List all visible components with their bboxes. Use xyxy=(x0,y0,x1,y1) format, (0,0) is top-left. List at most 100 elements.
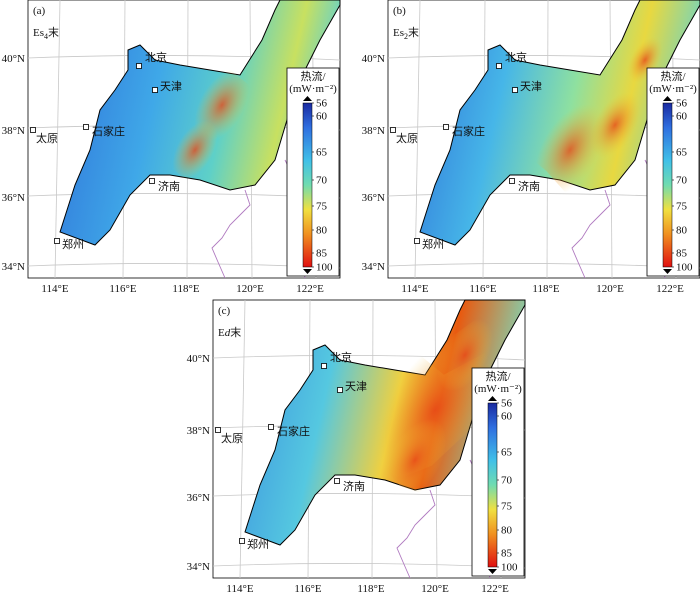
lat-label: 34°N xyxy=(187,561,210,573)
lon-label: 122°E xyxy=(656,283,684,295)
lon-label: 116°E xyxy=(469,283,496,295)
stage-label: Es4末 xyxy=(33,25,59,41)
legend-title: 热流/ xyxy=(300,69,326,83)
colorbar-tick-label: 85 xyxy=(316,248,328,260)
colorbar-tick-label: 100 xyxy=(316,262,333,274)
city-label: 石家庄 xyxy=(277,424,310,438)
stage-label: Ed末 xyxy=(218,325,241,339)
colorbar-arrow xyxy=(488,396,497,401)
lat-label: 38°N xyxy=(362,125,385,137)
city-label: 天津 xyxy=(160,80,182,93)
city-label: 济南 xyxy=(343,479,365,493)
lat-label: 38°N xyxy=(2,125,25,137)
map-panel: (c) Ed末 40°N 38°N 36°N 34°N 114°E 116°E 118°E 120… xyxy=(187,299,526,595)
map-panel: (a) Es4末 40°N 38°N 36°N 34°N 114°E 116°E 118°E 12… xyxy=(2,0,341,295)
lat-label: 36°N xyxy=(2,192,25,204)
colorbar-tick-label: 70 xyxy=(316,175,328,187)
stage-suffix: 末 xyxy=(408,25,419,39)
city-marker xyxy=(54,238,60,244)
city-marker xyxy=(215,427,221,433)
stage-sub: 4 xyxy=(44,32,48,41)
lat-label: 36°N xyxy=(187,492,210,504)
colorbar-tick-label: 65 xyxy=(501,447,513,459)
colorbar-tick-label: 60 xyxy=(316,111,328,123)
legend-box xyxy=(286,67,340,277)
legend-title: 热流/ xyxy=(660,69,686,83)
city-label: 济南 xyxy=(158,179,180,193)
city-marker xyxy=(443,124,449,130)
colorbar-tick-label: 75 xyxy=(316,201,328,213)
city-label: 北京 xyxy=(330,350,352,364)
colorbar-arrow xyxy=(663,96,672,101)
lon-label: 120°E xyxy=(596,283,624,295)
city-label: 北京 xyxy=(505,50,527,64)
colorbar-tick-label: 75 xyxy=(676,201,688,213)
colorbar-tick-label: 70 xyxy=(676,175,688,187)
city-marker xyxy=(149,178,155,184)
city-marker xyxy=(496,63,502,69)
lon-label: 114°E xyxy=(401,283,428,295)
heat-anomaly xyxy=(172,120,218,180)
legend-box xyxy=(471,367,525,577)
city-label: 太原 xyxy=(221,432,243,445)
colorbar-arrow xyxy=(303,96,312,101)
city-label: 天津 xyxy=(345,380,367,393)
legend-box xyxy=(646,67,700,277)
city-marker xyxy=(136,63,142,69)
lat-label: 38°N xyxy=(187,425,210,437)
legend-title: 热流/ xyxy=(485,369,511,383)
stage-suffix: 末 xyxy=(230,325,241,339)
colorbar-tick-label: 75 xyxy=(501,501,513,513)
colorbar-tick-label: 70 xyxy=(501,475,513,487)
colorbar-tick-label: 80 xyxy=(316,225,328,237)
legend-unit: (mW·m⁻²) xyxy=(649,83,697,95)
lon-label: 114°E xyxy=(226,583,253,594)
legend-unit: (mW·m⁻²) xyxy=(289,83,337,95)
lon-label: 116°E xyxy=(294,583,321,594)
city-label: 太原 xyxy=(36,132,58,145)
legend-unit: (mW·m⁻²) xyxy=(474,383,522,395)
city-marker xyxy=(239,538,245,544)
lat-label: 40°N xyxy=(187,353,210,365)
city-label: 石家庄 xyxy=(92,124,125,138)
lon-label: 118°E xyxy=(357,583,384,594)
city-marker xyxy=(414,238,420,244)
lat-label: 40°N xyxy=(362,53,385,65)
city-marker xyxy=(337,387,343,393)
colorbar-tick-label: 65 xyxy=(316,147,328,159)
colorbar-tick-label: 60 xyxy=(501,411,513,423)
city-label: 郑州 xyxy=(62,237,84,251)
city-marker xyxy=(321,363,327,369)
lon-label: 122°E xyxy=(481,583,509,594)
colorbar xyxy=(487,402,498,568)
lon-label: 122°E xyxy=(296,283,324,295)
city-marker xyxy=(334,478,340,484)
panel-label: (c) xyxy=(218,305,231,317)
colorbar-tick-label: 85 xyxy=(676,248,688,260)
city-marker xyxy=(512,87,518,93)
stage-main: Es xyxy=(33,27,44,39)
city-marker xyxy=(152,87,158,93)
colorbar-arrow xyxy=(663,269,672,274)
colorbar-arrow xyxy=(488,569,497,574)
stage-label: Es2末 xyxy=(393,25,419,41)
lon-label: 116°E xyxy=(109,283,136,295)
city-label: 郑州 xyxy=(247,537,269,551)
city-label: 北京 xyxy=(145,50,167,64)
lat-label: 36°N xyxy=(362,192,385,204)
city-label: 济南 xyxy=(518,179,540,193)
colorbar-tick-label: 80 xyxy=(676,225,688,237)
colorbar xyxy=(662,102,673,268)
lon-label: 118°E xyxy=(172,283,199,295)
heat-anomaly xyxy=(383,419,447,501)
colorbar-tick-label: 85 xyxy=(501,548,513,560)
city-label: 太原 xyxy=(396,132,418,145)
lon-label: 114°E xyxy=(41,283,68,295)
colorbar-tick-label: 56 xyxy=(501,398,513,410)
city-label: 郑州 xyxy=(422,237,444,251)
panel-label: (a) xyxy=(33,5,46,17)
map-panel: (b) Es2末 40°N 38°N 36°N 34°N 114°E 116°E 118°E 12… xyxy=(362,0,700,295)
city-marker xyxy=(390,127,396,133)
city-label: 石家庄 xyxy=(452,124,485,138)
